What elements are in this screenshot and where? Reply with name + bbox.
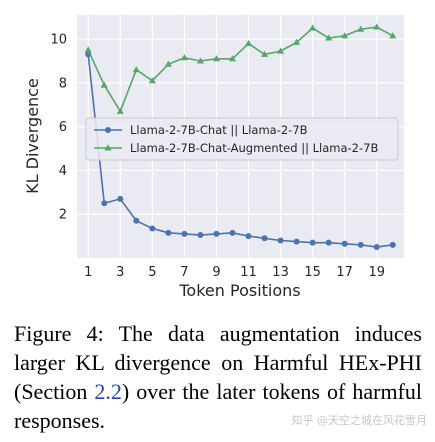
data-point	[84, 46, 92, 53]
x-tick-label: 9	[212, 265, 220, 280]
x-tick-label: 7	[180, 265, 188, 280]
y-tick-label: 6	[59, 120, 67, 135]
data-point	[213, 230, 220, 237]
data-point	[181, 230, 188, 237]
data-point	[229, 229, 236, 236]
legend-item-2: Llama-2-7B-Chat-Augmented || Llama-2-7B	[94, 141, 378, 155]
data-point	[276, 47, 285, 54]
data-point	[116, 107, 124, 114]
data-point	[133, 217, 140, 224]
y-tick-label: 4	[59, 164, 67, 179]
y-tick-label: 2	[59, 208, 67, 223]
x-tick-label: 3	[116, 265, 124, 280]
x-tick-label: 15	[304, 265, 321, 280]
data-point	[165, 229, 172, 236]
data-point	[389, 241, 396, 248]
data-point	[293, 38, 301, 45]
data-point	[261, 235, 268, 242]
legend-item-1: Llama-2-7B-Chat || Llama-2-7B	[94, 123, 308, 137]
data-point	[101, 200, 108, 207]
data-point	[197, 232, 204, 239]
x-tick-label: 19	[368, 265, 385, 280]
data-point	[100, 81, 108, 88]
caption-text-1: The data augmentation induces larger KL …	[14, 321, 422, 404]
data-point	[244, 39, 253, 46]
caption-prefix: Figure 4:	[14, 321, 104, 346]
series-layer	[84, 23, 397, 251]
y-axis-label: KL Divergence	[23, 78, 42, 194]
data-point	[357, 25, 365, 32]
legend-marker	[104, 144, 112, 151]
data-point	[117, 195, 124, 202]
legend-label: Llama-2-7B-Chat || Llama-2-7B	[130, 123, 308, 137]
data-point	[132, 66, 140, 73]
series-2	[84, 23, 397, 114]
data-point	[373, 23, 381, 30]
caption-text-2: ) over the later tokens of harmful respo…	[14, 379, 422, 433]
data-point	[357, 241, 364, 248]
data-point	[212, 55, 221, 62]
data-point	[325, 239, 332, 246]
data-point	[228, 55, 237, 62]
x-axis-label: Token Positions	[178, 281, 300, 300]
legend: Llama-2-7B-Chat || Llama-2-7B Llama-2-7B-…	[85, 117, 399, 161]
data-point	[373, 244, 380, 251]
x-tick-label: 5	[148, 265, 156, 280]
data-point	[196, 57, 205, 64]
data-point	[341, 32, 349, 39]
data-point	[164, 60, 172, 67]
data-point	[309, 239, 316, 246]
data-point	[293, 238, 300, 245]
legend-box	[85, 117, 399, 161]
data-point	[309, 24, 317, 31]
watermark: 知乎 @天空之城在风花雪月	[291, 414, 428, 427]
x-tick-label: 17	[336, 265, 353, 280]
section-link[interactable]: 2.2	[94, 379, 122, 404]
figure-caption: Figure 4: The data augmentation induces …	[14, 319, 422, 435]
data-point	[277, 237, 284, 244]
data-point	[148, 77, 156, 84]
data-point	[389, 32, 397, 39]
data-point	[341, 240, 348, 247]
data-point	[260, 50, 269, 57]
legend-label: Llama-2-7B-Chat-Augmented || Llama-2-7B	[130, 141, 378, 155]
y-tick-label: 8	[59, 76, 67, 91]
data-point	[245, 233, 252, 240]
y-tick-label: 10	[50, 33, 67, 48]
data-point	[325, 34, 333, 41]
x-tick-label: 1	[84, 265, 92, 280]
legend-marker	[105, 127, 111, 133]
series-1	[85, 51, 396, 251]
x-tick-label: 13	[272, 265, 289, 280]
data-point	[180, 54, 188, 61]
x-tick-label: 11	[240, 265, 257, 280]
data-point	[149, 225, 156, 232]
